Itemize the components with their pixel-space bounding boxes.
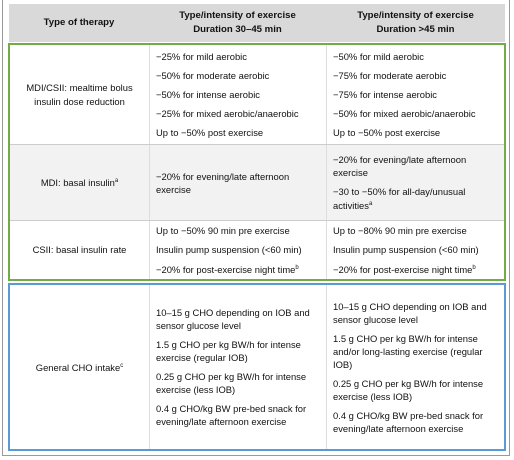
table-header: Type of therapy Type/intensity of exercis… (9, 4, 505, 42)
therapy-text: General CHO intakec (36, 359, 123, 375)
item: 10–15 g CHO depending on IOB and sensor … (156, 306, 322, 332)
text: 0.25 g CHO per kg BW/h for intense exerc… (333, 377, 484, 402)
text: 10–15 g CHO depending on IOB and sensor … (156, 307, 310, 331)
item: −25% for mild aerobic (156, 50, 322, 63)
long-cell: Up to −80% 90 min pre exercise Insulin pu… (327, 221, 504, 279)
text: −25% for mild aerobic (156, 51, 247, 62)
item: −30 to −50% for all-day/unusual activiti… (333, 185, 500, 212)
text: 0.4 g CHO/kg BW pre-bed snack for evenin… (333, 409, 484, 434)
cho-group: General CHO intakec 10–15 g CHO depending… (8, 283, 506, 451)
text: MDI: basal insulin (40, 177, 115, 189)
header-cell: Type of therapy (9, 4, 149, 42)
therapy-cell: General CHO intakec (10, 285, 150, 449)
table-row: CSII: basal insulin rate Up to −50% 90 mi… (10, 221, 504, 279)
text: 1.5 g CHO per kg BW/h for intense exerci… (156, 339, 301, 363)
table-row: General CHO intakec 10–15 g CHO depending… (10, 285, 504, 449)
frame (2, 0, 510, 456)
item: 10–15 g CHO depending on IOB and sensor … (333, 300, 500, 326)
footnote-mark: a (114, 178, 119, 185)
header-line: Type/intensity of exercise (357, 10, 474, 21)
therapy-cell: CSII: basal insulin rate (10, 221, 150, 279)
short-cell: 10–15 g CHO depending on IOB and sensor … (150, 285, 327, 449)
text: 0.25 g CHO per kg BW/h for intense exerc… (156, 371, 307, 395)
text: General CHO intake (35, 362, 121, 374)
item: −20% for post-exercise night timeb (156, 262, 322, 276)
text: Up to −80% 90 min pre exercise (333, 224, 467, 236)
item: −20% for post-exercise night timeb (333, 262, 500, 276)
item: −50% for mild aerobic (333, 50, 500, 63)
header-line: Type/intensity of exercise (179, 10, 296, 21)
therapy-text: CSII: basal insulin rate (33, 243, 127, 257)
text: −50% for moderate aerobic (156, 70, 270, 81)
item: 0.25 g CHO per kg BW/h for intense exerc… (156, 370, 322, 396)
header-cell: Type/intensity of exercise Duration 30–45… (149, 4, 326, 42)
item: −20% for evening/late afternoon exercise (156, 170, 322, 196)
header-line: Duration >45 min (376, 24, 455, 35)
short-cell: −20% for evening/late afternoon exercise (150, 145, 327, 220)
table-row: MDI/CSII: mealtime bolus insulin dose re… (10, 45, 504, 145)
therapy-text: MDI/CSII: mealtime bolus insulin dose re… (20, 81, 139, 109)
item: Up to −50% post exercise (333, 126, 500, 139)
header-cell: Type/intensity of exercise Duration >45 m… (326, 4, 505, 42)
item: 1.5 g CHO per kg BW/h for intense exerci… (156, 338, 322, 364)
long-cell: −20% for evening/late afternoon exercise… (327, 145, 504, 220)
text: −50% for mild aerobic (333, 51, 424, 62)
text: 10–15 g CHO depending on IOB and sensor … (333, 300, 487, 325)
text: −20% for post-exercise night time (333, 264, 473, 276)
text: MDI/CSII: mealtime bolus insulin dose re… (26, 81, 133, 107)
item: −75% for intense aerobic (333, 88, 500, 101)
long-cell: −50% for mild aerobic −75% for moderate a… (327, 45, 504, 144)
footnote-mark: a (368, 200, 373, 207)
footnote-mark: c (120, 362, 124, 369)
item: −20% for evening/late afternoon exercise (333, 153, 500, 179)
item: 1.5 g CHO per kg BW/h for intense and/or… (333, 332, 500, 371)
text: −75% for moderate aerobic (333, 70, 447, 81)
item: Up to −80% 90 min pre exercise (333, 224, 500, 237)
text: −30 to −50% for all-day/unusual activiti… (333, 185, 466, 212)
short-cell: −25% for mild aerobic −50% for moderate a… (150, 45, 327, 144)
therapy-cell: MDI/CSII: mealtime bolus insulin dose re… (10, 45, 150, 144)
therapy-cell: MDI: basal insulina (10, 145, 150, 220)
text: Up to −50% post exercise (333, 127, 441, 138)
item: −75% for moderate aerobic (333, 69, 500, 82)
item: Insulin pump suspension (<60 min) (333, 243, 500, 256)
text: 1.5 g CHO per kg BW/h for intense and/or… (333, 332, 483, 370)
header-line: Type of therapy (43, 17, 115, 28)
item: 0.25 g CHO per kg BW/h for intense exerc… (333, 377, 500, 403)
text: −75% for intense aerobic (333, 89, 437, 100)
text: −20% for evening/late afternoon exercise (333, 153, 467, 178)
text: −50% for intense aerobic (156, 89, 260, 100)
item: 0.4 g CHO/kg BW pre-bed snack for evenin… (333, 409, 500, 435)
text: −50% for mixed aerobic/anaerobic (333, 108, 476, 119)
text: Insulin pump suspension (<60 min) (156, 243, 302, 255)
short-cell: Up to −50% 90 min pre exercise Insulin pu… (150, 221, 327, 279)
header-line: Duration 30–45 min (193, 24, 282, 35)
long-cell: 10–15 g CHO depending on IOB and sensor … (327, 285, 504, 449)
item: −50% for intense aerobic (156, 88, 322, 101)
item: Insulin pump suspension (<60 min) (156, 243, 322, 256)
table-row: MDI: basal insulina −20% for evening/late… (10, 145, 504, 221)
item: −50% for moderate aerobic (156, 69, 322, 82)
item: Up to −50% 90 min pre exercise (156, 224, 322, 237)
footnote-mark: b (295, 264, 299, 271)
item: 0.4 g CHO/kg BW pre-bed snack for evenin… (156, 402, 322, 428)
text: −20% for post-exercise night time (156, 264, 296, 276)
item: Up to −50% post exercise (156, 126, 322, 139)
therapy-text: MDI: basal insulina (41, 174, 118, 190)
text: Up to −50% post exercise (156, 127, 264, 138)
text: −25% for mixed aerobic/anaerobic (156, 108, 299, 119)
text: Insulin pump suspension (<60 min) (333, 243, 479, 255)
footnote-mark: b (472, 264, 476, 271)
insulin-group: MDI/CSII: mealtime bolus insulin dose re… (8, 43, 506, 281)
text: 0.4 g CHO/kg BW pre-bed snack for evenin… (156, 403, 307, 427)
item: −50% for mixed aerobic/anaerobic (333, 107, 500, 120)
text: −20% for evening/late afternoon exercise (156, 170, 290, 195)
text: CSII: basal insulin rate (32, 244, 127, 255)
item: −25% for mixed aerobic/anaerobic (156, 107, 322, 120)
text: Up to −50% 90 min pre exercise (156, 224, 290, 236)
